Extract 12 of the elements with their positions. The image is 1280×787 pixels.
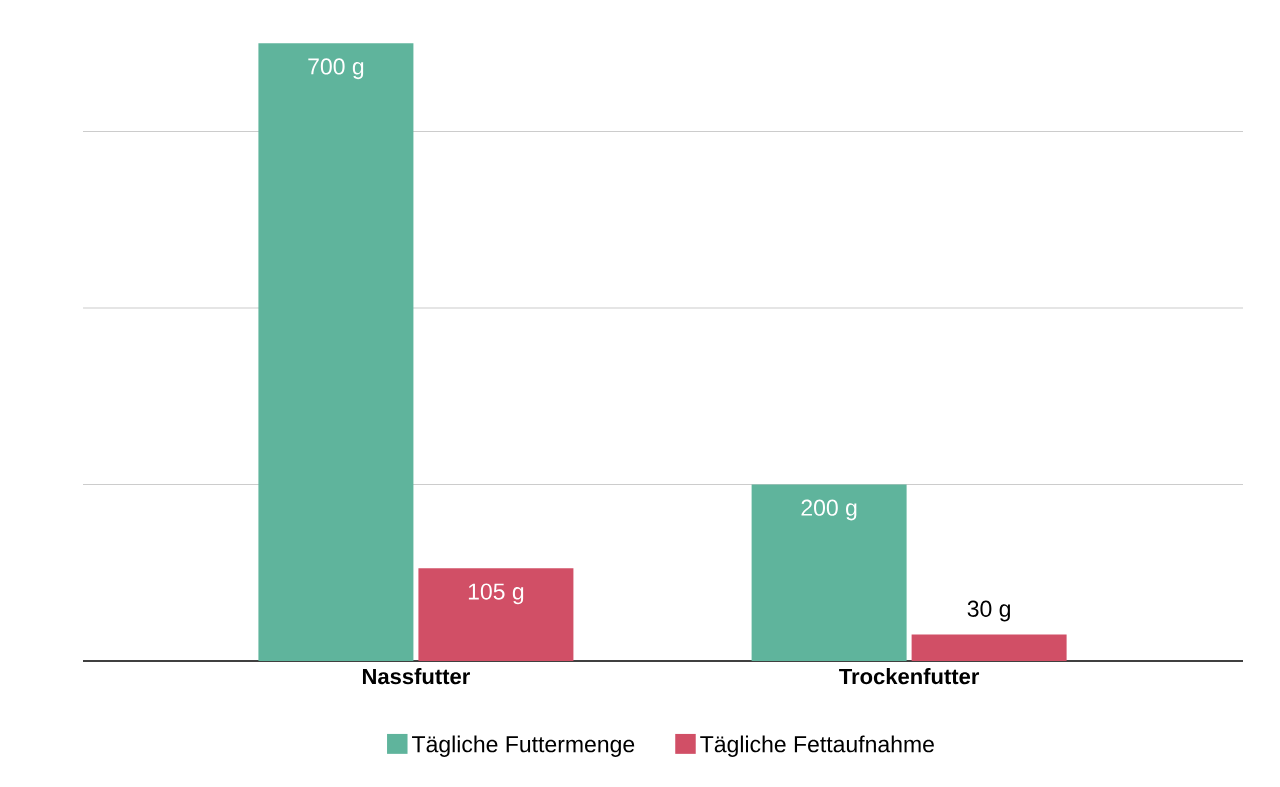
data-label: 200 g [801, 499, 857, 521]
bar [751, 484, 907, 661]
data-label: 105 g [468, 583, 524, 605]
legend-label: Tägliche Futtermenge [412, 735, 635, 757]
legend-label: Tägliche Fettaufnahme [700, 735, 934, 757]
bar [418, 568, 574, 661]
bar [911, 634, 1067, 661]
bar [258, 43, 414, 661]
x-tick-label: Trockenfutter [839, 668, 980, 685]
x-tick-label: Nassfutter [362, 668, 470, 685]
data-label: 30 g [967, 600, 1010, 622]
data-label: 700 g [308, 58, 364, 80]
